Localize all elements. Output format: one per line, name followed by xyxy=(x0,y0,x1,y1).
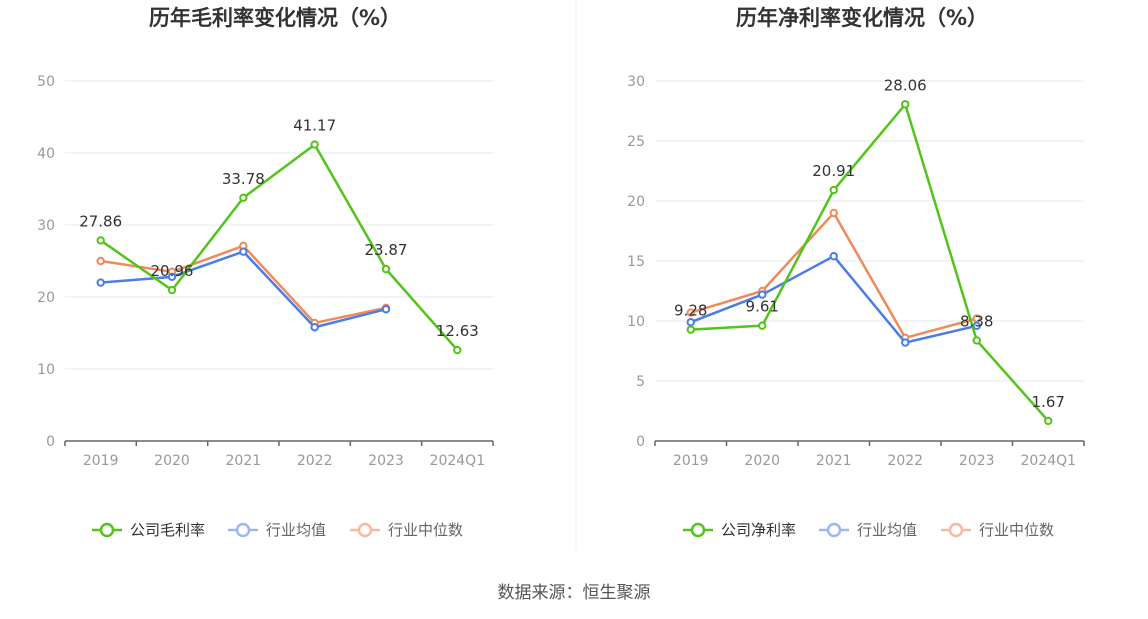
y-tick-label: 15 xyxy=(627,254,645,270)
legend-marker[interactable] xyxy=(357,522,373,538)
series-line xyxy=(690,211,978,340)
data-point[interactable] xyxy=(239,247,248,256)
y-tick-label: 25 xyxy=(627,134,645,150)
legend-marker[interactable] xyxy=(948,522,964,538)
x-tick-label: 2019 xyxy=(83,453,119,469)
data-point[interactable] xyxy=(310,140,319,149)
y-tick-label: 20 xyxy=(37,290,55,306)
data-point[interactable] xyxy=(901,338,910,347)
x-tick-label: 2020 xyxy=(154,453,190,469)
data-point[interactable] xyxy=(686,325,695,334)
data-point[interactable] xyxy=(829,252,838,261)
data-point[interactable] xyxy=(96,256,105,266)
data-point[interactable] xyxy=(381,305,391,314)
y-tick-label: 10 xyxy=(627,314,645,330)
data-label: 8.38 xyxy=(960,312,993,330)
x-tick-label: 2022 xyxy=(297,453,333,469)
data-point[interactable] xyxy=(310,323,319,332)
source-note: 数据来源：恒生聚源 xyxy=(498,583,651,603)
data-point[interactable] xyxy=(758,321,767,330)
y-tick-label: 0 xyxy=(46,434,55,450)
data-point[interactable] xyxy=(239,193,248,202)
data-point[interactable] xyxy=(686,308,695,317)
legend-label[interactable]: 行业中位数 xyxy=(388,521,463,539)
legend-label[interactable]: 公司净利率 xyxy=(721,521,796,539)
data-point[interactable] xyxy=(829,185,838,195)
series-line xyxy=(100,244,387,325)
data-label: 20.91 xyxy=(812,162,855,180)
x-tick-label: 2023 xyxy=(368,453,404,469)
data-label: 41.17 xyxy=(293,117,336,135)
data-point[interactable] xyxy=(758,290,767,299)
legend-label[interactable]: 行业均值 xyxy=(266,521,326,539)
x-tick-label: 2024Q1 xyxy=(1020,453,1076,469)
y-tick-label: 40 xyxy=(37,146,55,162)
chart-title: 历年毛利率变化情况（%） xyxy=(149,6,401,30)
data-label: 23.87 xyxy=(365,241,408,259)
data-point[interactable] xyxy=(381,264,391,274)
y-tick-label: 30 xyxy=(627,74,645,90)
series-line xyxy=(690,103,1050,422)
data-label: 20.96 xyxy=(151,262,194,280)
legend-marker[interactable] xyxy=(826,522,842,538)
legend-label[interactable]: 公司毛利率 xyxy=(130,521,205,539)
data-label: 12.63 xyxy=(436,322,479,340)
net-margin-chart: 历年净利率变化情况（%） 0 5 10 15 20 25 30 2019 2020 2021 2022… xyxy=(627,6,1085,539)
x-tick-label: 2023 xyxy=(959,453,995,469)
series-line xyxy=(99,143,459,351)
x-tick-label: 2024Q1 xyxy=(430,453,486,469)
chart-title: 历年净利率变化情况（%） xyxy=(736,6,988,30)
legend-marker[interactable] xyxy=(99,522,115,538)
gross-margin-chart: 历年毛利率变化情况（%） 0 10 20 30 40 50 2019 2020 2021 2022 2… xyxy=(37,6,494,539)
y-tick-label: 5 xyxy=(636,374,645,390)
data-point[interactable] xyxy=(686,318,695,327)
data-label: 9.28 xyxy=(674,302,707,320)
data-point[interactable] xyxy=(167,272,177,282)
data-point[interactable] xyxy=(96,236,105,245)
data-label: 28.06 xyxy=(884,76,927,94)
x-tick-label: 2021 xyxy=(816,453,852,469)
data-label: 27.86 xyxy=(79,212,122,230)
data-label: 9.61 xyxy=(746,298,779,316)
y-tick-label: 0 xyxy=(636,434,645,450)
x-tick-label: 2020 xyxy=(744,453,780,469)
data-label: 1.67 xyxy=(1032,393,1065,411)
legend-label[interactable]: 行业中位数 xyxy=(979,521,1054,539)
data-point[interactable] xyxy=(453,345,462,355)
data-point[interactable] xyxy=(901,100,910,109)
data-point[interactable] xyxy=(96,278,105,287)
data-label: 33.78 xyxy=(222,170,265,188)
x-tick-label: 2022 xyxy=(887,453,923,469)
y-tick-label: 10 xyxy=(37,362,55,378)
data-point[interactable] xyxy=(167,285,177,295)
legend-marker[interactable] xyxy=(235,522,251,538)
x-tick-label: 2019 xyxy=(673,453,709,469)
data-point[interactable] xyxy=(972,336,981,345)
data-point[interactable] xyxy=(1044,416,1053,426)
y-tick-label: 20 xyxy=(627,194,645,210)
y-tick-label: 30 xyxy=(37,218,55,234)
legend-label[interactable]: 行业均值 xyxy=(857,521,917,539)
legend-marker[interactable] xyxy=(690,522,706,538)
y-tick-label: 50 xyxy=(37,74,55,90)
x-tick-label: 2021 xyxy=(226,453,262,469)
data-point[interactable] xyxy=(829,208,838,218)
